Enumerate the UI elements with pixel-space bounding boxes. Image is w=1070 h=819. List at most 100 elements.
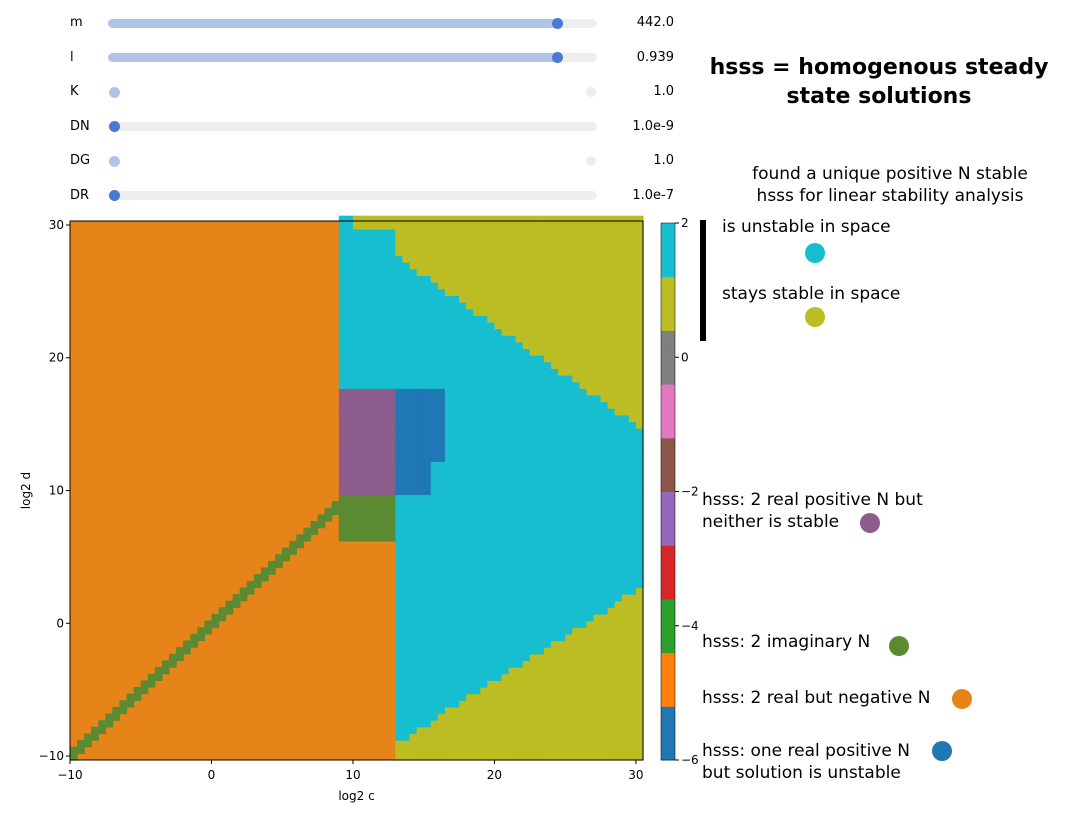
heatmap-cell <box>607 560 616 569</box>
heatmap-cell <box>430 228 439 237</box>
heatmap-cell <box>558 640 566 648</box>
heatmap-cell <box>452 448 460 456</box>
heatmap-cell <box>593 421 602 429</box>
heatmap-cell <box>529 321 538 330</box>
heatmap-cell <box>607 341 616 350</box>
heatmap-cell <box>452 215 460 223</box>
slider-track-k[interactable] <box>108 86 597 98</box>
heatmap-cell <box>480 401 488 409</box>
heatmap-cell <box>367 414 375 423</box>
heatmap-cell <box>480 713 488 721</box>
heatmap-cell <box>402 686 411 695</box>
heatmap-cell <box>522 521 531 529</box>
heatmap-cell <box>529 713 538 721</box>
heatmap-cell <box>466 740 474 748</box>
heatmap-cell <box>176 653 184 662</box>
heatmap-cell <box>487 368 496 376</box>
heatmap-cell <box>395 394 404 403</box>
heatmap-cell <box>529 282 538 290</box>
heatmap-cell <box>522 680 531 688</box>
heatmap-cell <box>381 328 389 336</box>
heatmap-cell <box>579 587 588 595</box>
heatmap-cell <box>515 315 524 323</box>
heatmap-cell <box>473 361 481 369</box>
slider-knob-dr[interactable] <box>108 190 120 201</box>
heatmap-cell <box>338 448 347 456</box>
slider-knob-dg[interactable] <box>108 155 120 167</box>
heatmap-cell <box>501 348 510 356</box>
heatmap-cell <box>536 594 545 602</box>
heatmap-cell <box>466 461 474 469</box>
heatmap-cell <box>529 421 538 429</box>
heatmap-cell <box>374 348 382 356</box>
heatmap-cell <box>338 368 347 376</box>
slider-track-dg[interactable] <box>108 155 597 167</box>
heatmap-cell <box>402 640 411 648</box>
heatmap-cell <box>628 667 637 675</box>
heatmap-cell <box>487 640 496 648</box>
heatmap-cell <box>607 514 616 522</box>
slider-track-l[interactable] <box>108 52 597 63</box>
heatmap-cell <box>522 268 531 277</box>
heatmap-cell <box>614 235 623 243</box>
heatmap-cell <box>437 308 446 316</box>
heatmap-cell <box>452 540 460 549</box>
heatmap-cell <box>459 222 467 230</box>
heatmap-cell <box>551 540 559 549</box>
heatmap-cell <box>607 580 616 589</box>
heatmap-cell <box>409 693 418 701</box>
heatmap-cell <box>459 587 467 595</box>
heatmap-cell <box>558 547 566 555</box>
heatmap-cell <box>579 501 588 509</box>
heatmap-cell <box>635 368 644 376</box>
heatmap-cell <box>572 295 580 303</box>
heatmap-cell <box>388 421 397 429</box>
heatmap-cell <box>444 574 453 582</box>
heatmap-cell <box>586 507 595 515</box>
heatmap-cell <box>621 667 630 675</box>
colorbar-segment <box>661 538 675 546</box>
heatmap-cell <box>614 547 623 555</box>
heatmap-cell <box>494 434 503 442</box>
colorbar-segment <box>661 471 675 479</box>
heatmap-cell <box>586 321 595 330</box>
heatmap-cell <box>423 540 432 549</box>
heatmap-cell <box>459 653 467 662</box>
heatmap-cell <box>338 401 347 409</box>
slider-track-dr[interactable] <box>108 190 597 201</box>
heatmap-cell <box>487 421 496 429</box>
heatmap-cell <box>416 613 425 622</box>
heatmap-cell <box>522 667 531 675</box>
slider-knob-dn[interactable] <box>108 121 120 132</box>
heatmap-cell <box>466 315 474 323</box>
slider-knob-l[interactable] <box>552 52 564 63</box>
heatmap-cell <box>600 613 609 622</box>
slider-track-m[interactable] <box>108 17 597 29</box>
heatmap-cell <box>529 248 538 257</box>
slider-knob-m[interactable] <box>552 17 564 29</box>
heatmap-cell <box>466 368 474 376</box>
heatmap-cell <box>345 328 354 336</box>
heatmap-cell <box>565 275 573 283</box>
heatmap-cell <box>600 355 609 363</box>
heatmap-cell <box>515 295 524 303</box>
heatmap-cell <box>345 355 354 363</box>
heatmap-cell <box>430 308 439 316</box>
heatmap-cell <box>352 441 361 449</box>
heatmap-cell <box>607 686 616 695</box>
heatmap-cell <box>282 550 290 557</box>
heatmap-cell <box>579 680 588 688</box>
heatmap-cell <box>635 521 644 529</box>
heatmap-cell <box>558 467 566 476</box>
heatmap-cell <box>607 381 616 389</box>
heatmap-cell <box>352 474 361 482</box>
heatmap-cell <box>487 700 496 708</box>
heatmap-cell <box>345 461 354 469</box>
heatmap-cell <box>452 361 460 369</box>
heatmap-cell <box>423 434 432 442</box>
heatmap-cell <box>459 594 467 602</box>
slider-track-dn[interactable] <box>108 121 597 132</box>
heatmap-cell <box>374 242 382 250</box>
heatmap-cell <box>515 282 524 290</box>
slider-knob-k[interactable] <box>108 86 120 98</box>
